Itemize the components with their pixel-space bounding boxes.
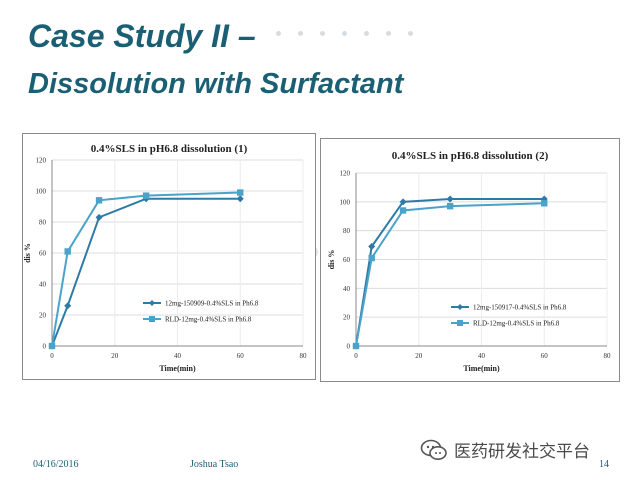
y-tick-label: 80 bbox=[343, 227, 351, 235]
data-point bbox=[352, 342, 360, 350]
legend-label: 12mg-150909-0.4%SLS in Ph6.8 bbox=[165, 300, 259, 308]
legend-marker bbox=[457, 304, 463, 310]
y-tick-label: 100 bbox=[36, 188, 47, 196]
legend-marker bbox=[149, 300, 155, 306]
legend-marker bbox=[149, 316, 155, 322]
wechat-watermark: 医药研发社交平台 bbox=[420, 437, 590, 462]
x-tick-label: 40 bbox=[478, 352, 486, 360]
data-point bbox=[446, 195, 454, 203]
y-tick-label: 40 bbox=[39, 281, 47, 289]
x-tick-label: 60 bbox=[541, 352, 549, 360]
x-tick-label: 0 bbox=[50, 352, 54, 360]
dissolution-chart-2: 0 20 40 60 80 100 120 0 20 40 60 80 Time(min) dis % 12… bbox=[327, 170, 612, 374]
dissolution-chart-1: 0 20 40 60 80 100 120 0 20 40 60 80 Time(min) dis % 12… bbox=[23, 157, 308, 374]
y-tick-label: 0 bbox=[347, 343, 351, 351]
x-tick-label: 80 bbox=[604, 352, 612, 360]
x-tick-label: 80 bbox=[300, 352, 308, 360]
chart-panel-1: 0.4%SLS in pH6.8 dissolution (1) 0 20 40 60… bbox=[22, 133, 316, 380]
y-tick-label: 80 bbox=[39, 219, 47, 227]
chart-title: 0.4%SLS in pH6.8 dissolution (1) bbox=[90, 143, 248, 155]
data-point bbox=[399, 207, 407, 214]
y-tick-label: 40 bbox=[343, 285, 351, 293]
footer-page-number: 14 bbox=[599, 459, 609, 470]
x-axis-label: Time(min) bbox=[463, 364, 500, 373]
data-point bbox=[95, 197, 103, 204]
y-tick-label: 0 bbox=[43, 343, 47, 351]
data-point bbox=[95, 213, 103, 221]
y-tick-label: 20 bbox=[39, 312, 47, 320]
data-point bbox=[64, 302, 72, 310]
y-tick-label: 20 bbox=[343, 314, 351, 322]
legend-label: RLD-12mg-0.4%SLS in Ph6.8 bbox=[473, 320, 560, 328]
legend-label: 12mg-150917-0.4%SLS in Ph6.8 bbox=[473, 304, 567, 312]
x-tick-label: 60 bbox=[237, 352, 245, 360]
data-point bbox=[446, 202, 454, 210]
x-tick-label: 20 bbox=[415, 352, 423, 360]
x-axis-label: Time(min) bbox=[159, 364, 196, 373]
data-point bbox=[541, 200, 548, 207]
slide-title-line2: Dissolution with Surfactant bbox=[28, 68, 404, 100]
data-point bbox=[368, 243, 376, 251]
y-tick-label: 100 bbox=[340, 198, 351, 206]
y-tick-label: 120 bbox=[36, 157, 47, 165]
footer-date: 04/16/2016 bbox=[33, 459, 79, 470]
chat-bubble-icon bbox=[420, 439, 447, 460]
y-tick-label: 60 bbox=[39, 250, 47, 258]
chart-panel-2: 0.4%SLS in pH6.8 dissolution (2) 0 20 40 60… bbox=[320, 138, 620, 382]
y-axis-label: dis % bbox=[327, 250, 336, 270]
legend-marker bbox=[457, 320, 463, 326]
series-line bbox=[51, 197, 241, 347]
y-tick-label: 120 bbox=[340, 170, 351, 178]
data-point bbox=[48, 342, 56, 350]
legend-label: RLD-12mg-0.4%SLS in Ph6.8 bbox=[165, 316, 252, 324]
data-point bbox=[142, 192, 150, 199]
x-tick-label: 40 bbox=[174, 352, 182, 360]
y-axis-label: dis % bbox=[23, 243, 32, 263]
y-tick-label: 60 bbox=[343, 256, 351, 264]
data-point bbox=[236, 195, 244, 203]
footer-author: Joshua Tsao bbox=[190, 459, 239, 470]
slide-title-line1: Case Study II – bbox=[28, 18, 256, 54]
x-tick-label: 20 bbox=[111, 352, 119, 360]
watermark-text: 医药研发社交平台 bbox=[454, 442, 590, 462]
data-point bbox=[64, 248, 71, 255]
x-tick-label: 0 bbox=[354, 352, 358, 360]
chart-title: 0.4%SLS in pH6.8 dissolution (2) bbox=[391, 150, 549, 162]
data-point bbox=[237, 189, 244, 196]
data-point bbox=[368, 254, 375, 262]
